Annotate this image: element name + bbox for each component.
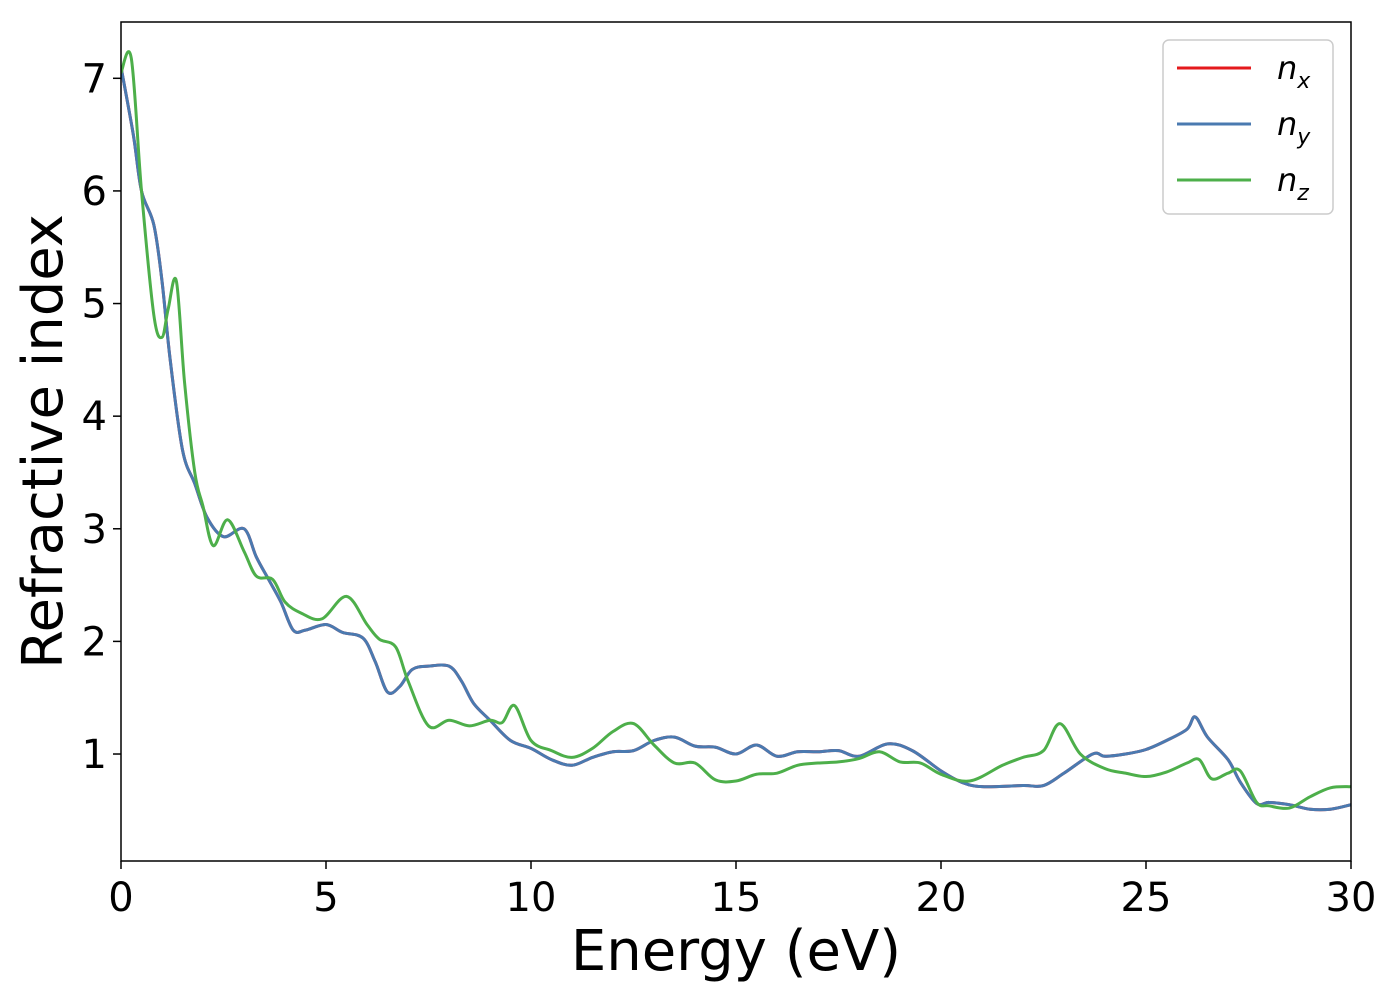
x-tick-label: 0 xyxy=(108,875,133,921)
x-axis: 0 5 10 15 20 25 30 xyxy=(108,861,1376,921)
y-axis-title: Refractive index xyxy=(11,214,76,669)
series-layer xyxy=(121,50,1351,812)
legend-label-nx: nx xyxy=(1277,49,1311,94)
legend-label-ny: ny xyxy=(1277,105,1311,150)
legend-label-subscript: y xyxy=(1296,125,1311,150)
y-tick-label: 7 xyxy=(82,56,107,102)
x-tick-label: 15 xyxy=(711,875,762,921)
legend-label-main: n xyxy=(1277,49,1297,87)
legend-box xyxy=(1162,39,1334,215)
legend-label-subscript: z xyxy=(1296,181,1309,206)
series-line-nz xyxy=(121,50,1351,810)
legend-label-main: n xyxy=(1277,161,1297,199)
y-tick-label: 4 xyxy=(82,394,107,440)
x-tick-label: 30 xyxy=(1326,875,1377,921)
series-line-ny xyxy=(121,65,1351,812)
legend-label-subscript: x xyxy=(1296,69,1311,94)
y-tick-label: 6 xyxy=(82,169,107,215)
x-tick-label: 5 xyxy=(313,875,338,921)
x-tick-label: 20 xyxy=(916,875,967,921)
y-tick-label: 1 xyxy=(82,732,107,778)
legend-label-nz: nz xyxy=(1277,161,1309,206)
x-axis-title: Energy (eV) xyxy=(571,919,901,984)
y-tick-label: 2 xyxy=(82,619,107,665)
y-tick-label: 3 xyxy=(82,507,107,553)
legend-label-main: n xyxy=(1277,105,1297,143)
x-tick-label: 10 xyxy=(506,875,557,921)
y-tick-label: 5 xyxy=(82,282,107,328)
x-tick-label: 25 xyxy=(1121,875,1172,921)
y-axis: 1 2 3 4 5 6 7 xyxy=(82,56,121,778)
